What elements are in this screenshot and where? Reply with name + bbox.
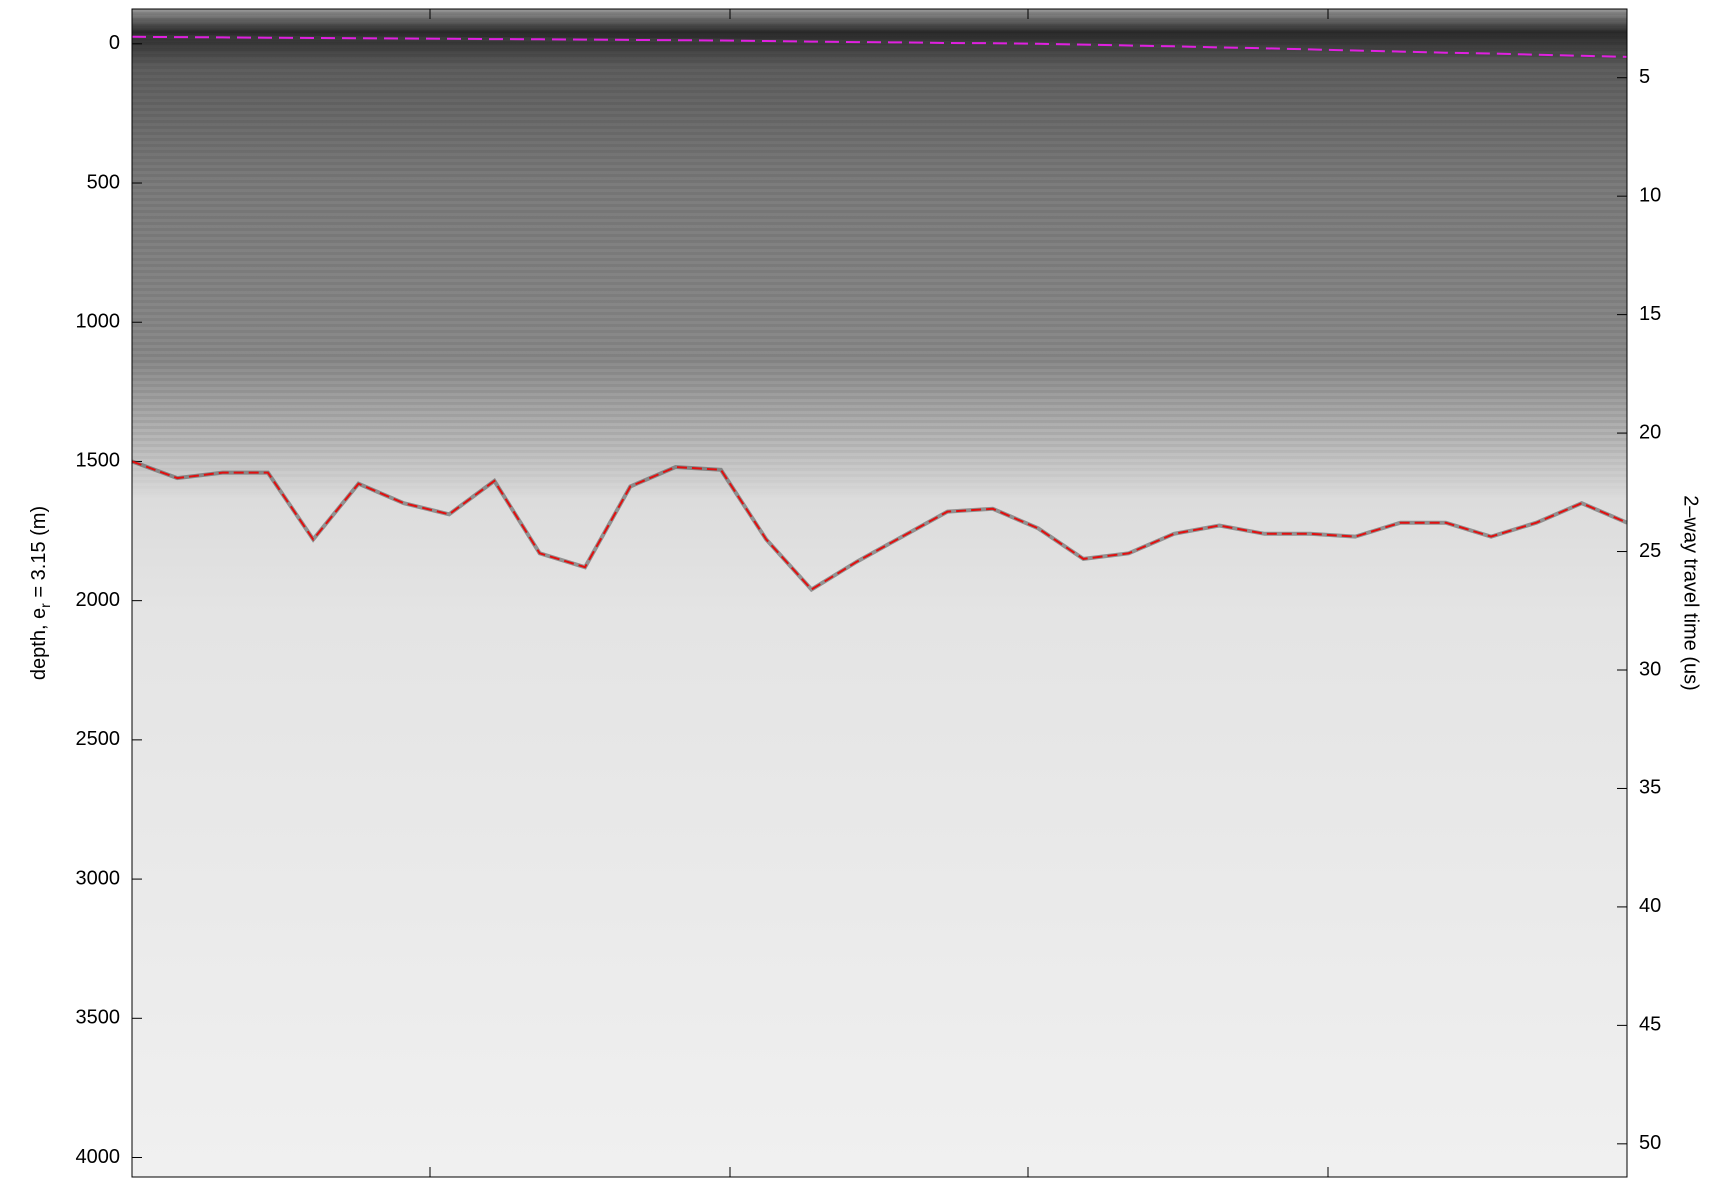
- y2-tick-label: 15: [1639, 303, 1661, 325]
- x-ticks: [429, 9, 1329, 1177]
- y-label-main: depth, e: [28, 608, 50, 680]
- y-label-rest: = 3.15 (m): [28, 506, 50, 603]
- line: [131, 35, 1628, 58]
- y-tick-label: 3500: [76, 1007, 121, 1029]
- y-tick-label: 1500: [76, 450, 121, 472]
- y2-tick-label: 50: [1639, 1132, 1661, 1154]
- y-tick-label: 4000: [76, 1146, 121, 1168]
- y2-axis-label: 2–way travel time (us): [1680, 495, 1702, 691]
- plot-frame: [131, 8, 1628, 1178]
- y-tick-label: 3000: [76, 867, 121, 889]
- y-tick-label: 2500: [76, 728, 121, 750]
- y-label-sub: r: [37, 603, 53, 608]
- y2-tick-label: 40: [1639, 895, 1661, 917]
- y-tick-label: 500: [87, 171, 120, 193]
- y2-tick-label: 25: [1639, 540, 1661, 562]
- y-tick-label: 1000: [76, 311, 121, 333]
- y2-tick-label: 10: [1639, 184, 1661, 206]
- radargram-layers: [132, 9, 1627, 1177]
- y-axis-label: depth, er = 3.15 (m): [28, 506, 52, 680]
- line: [131, 460, 1628, 591]
- y-tick-label: 0: [109, 32, 120, 54]
- y2-tick-label: 20: [1639, 421, 1661, 443]
- y2-tick-label: 35: [1639, 777, 1661, 799]
- y2-tick-label: 45: [1639, 1014, 1661, 1036]
- y-tick-label: 2000: [76, 589, 121, 611]
- y2-tick-label: 30: [1639, 658, 1661, 680]
- y2-tick-label: 5: [1639, 66, 1650, 88]
